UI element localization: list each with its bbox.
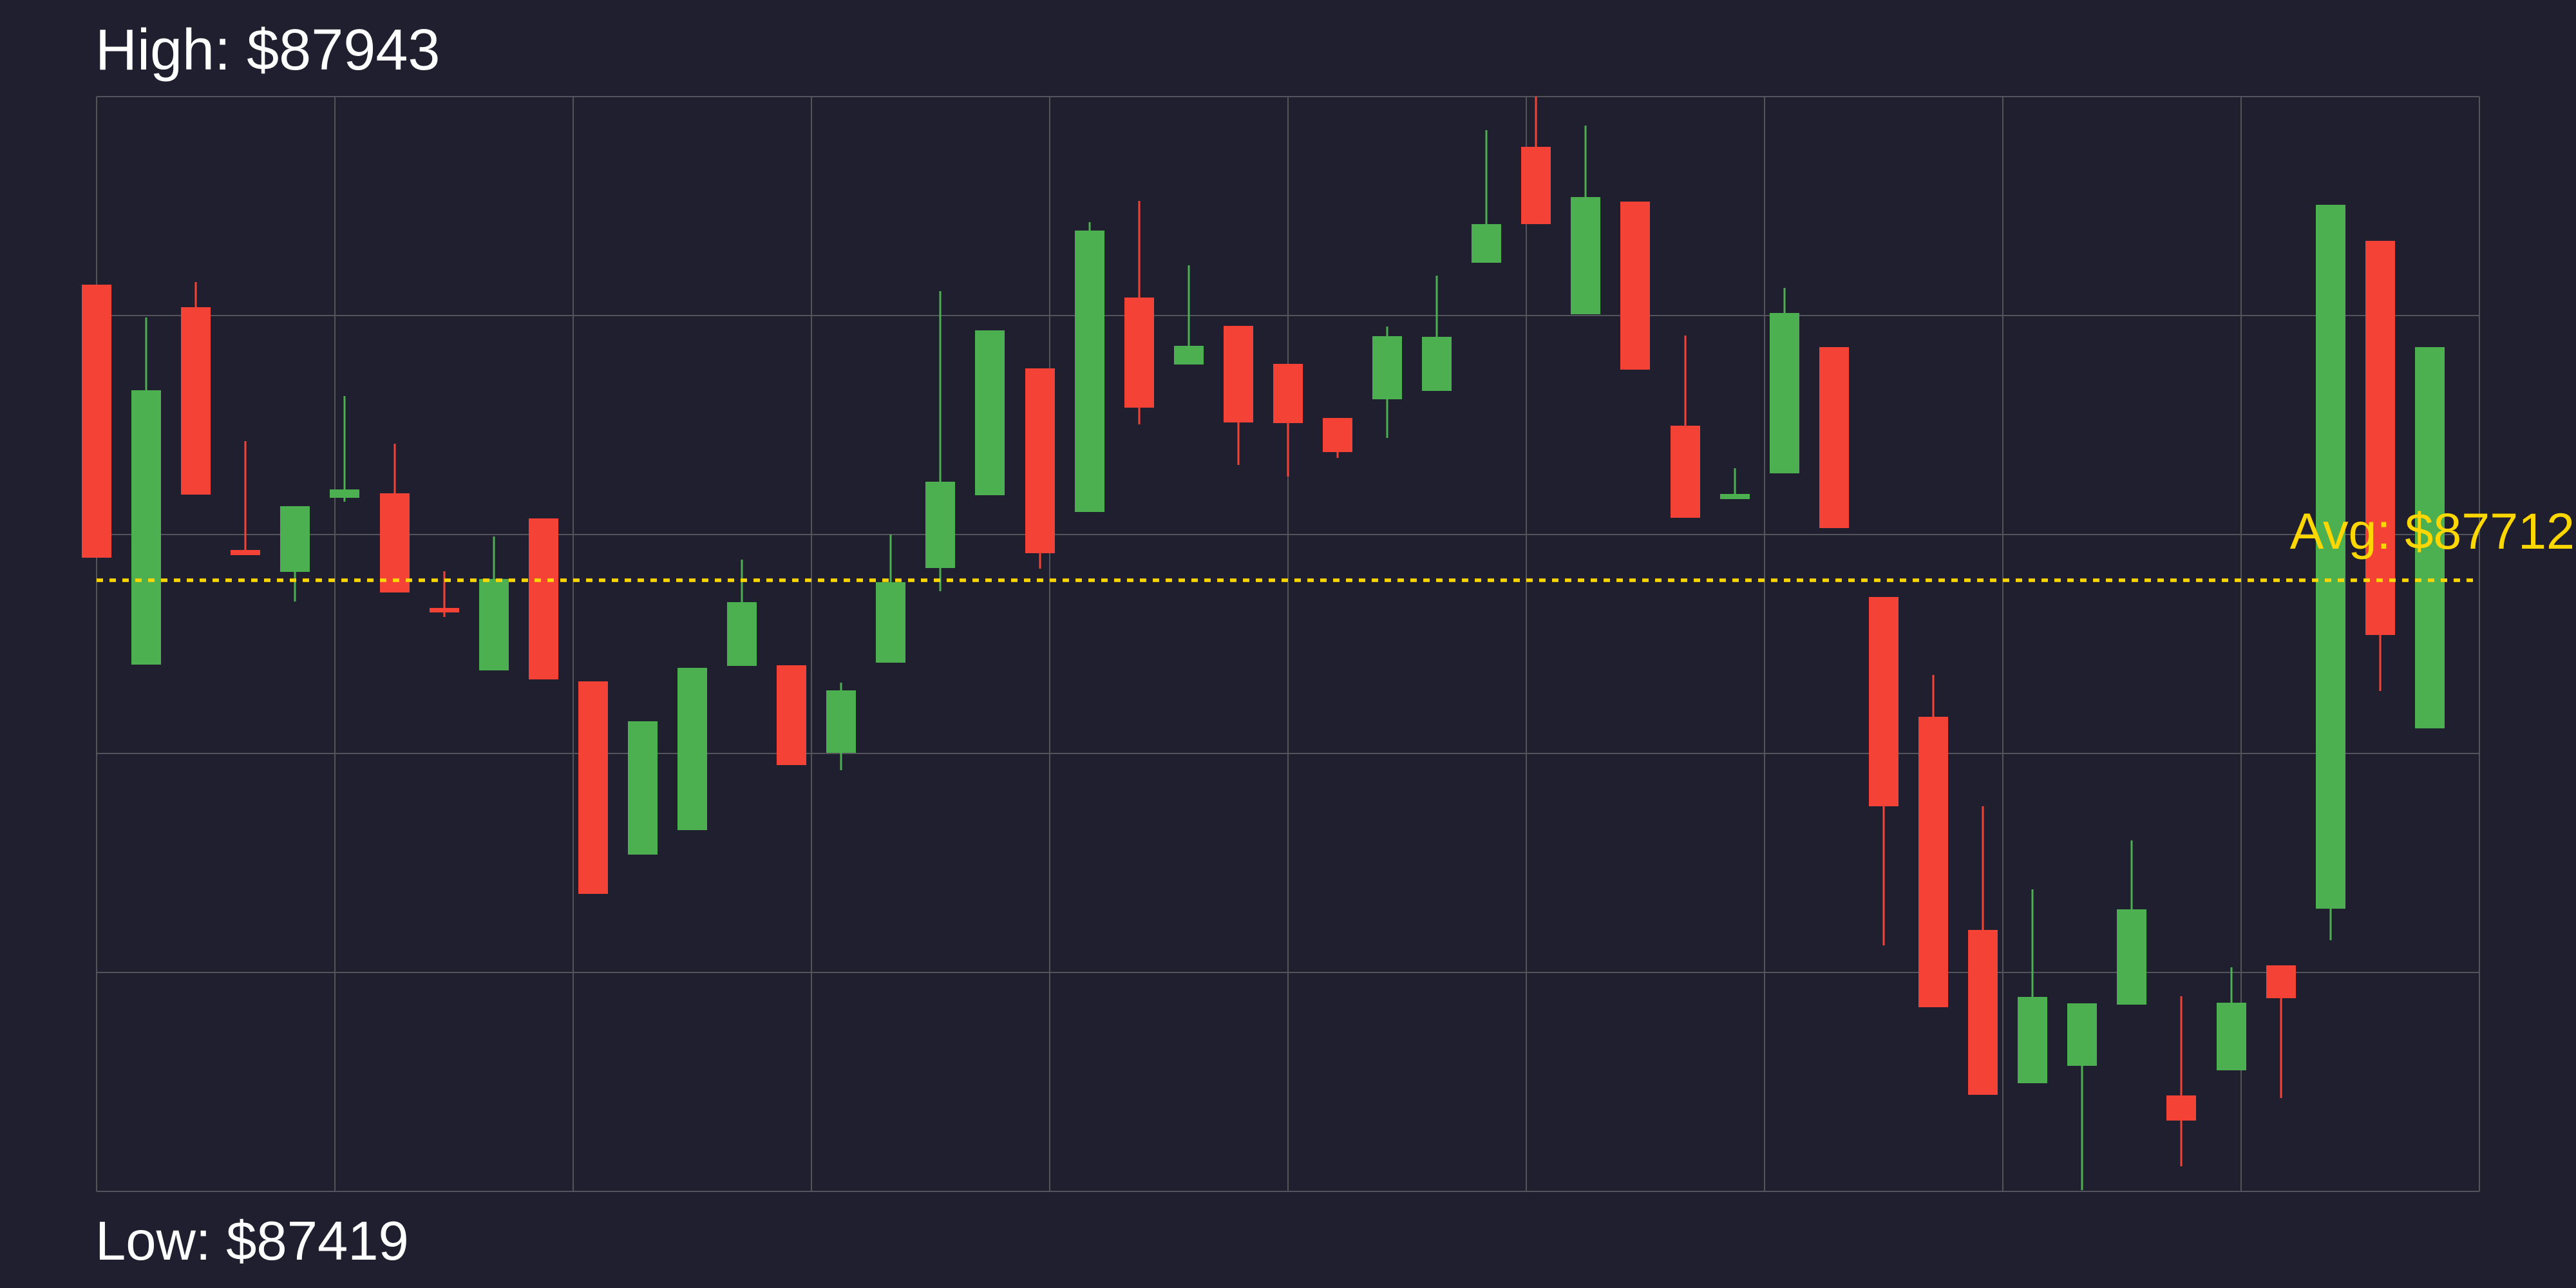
svg-text:Low: $87419: Low: $87419	[95, 1211, 409, 1272]
svg-text:Avg: $87712: Avg: $87712	[2290, 502, 2575, 560]
svg-text:High: $87943: High: $87943	[95, 18, 440, 82]
